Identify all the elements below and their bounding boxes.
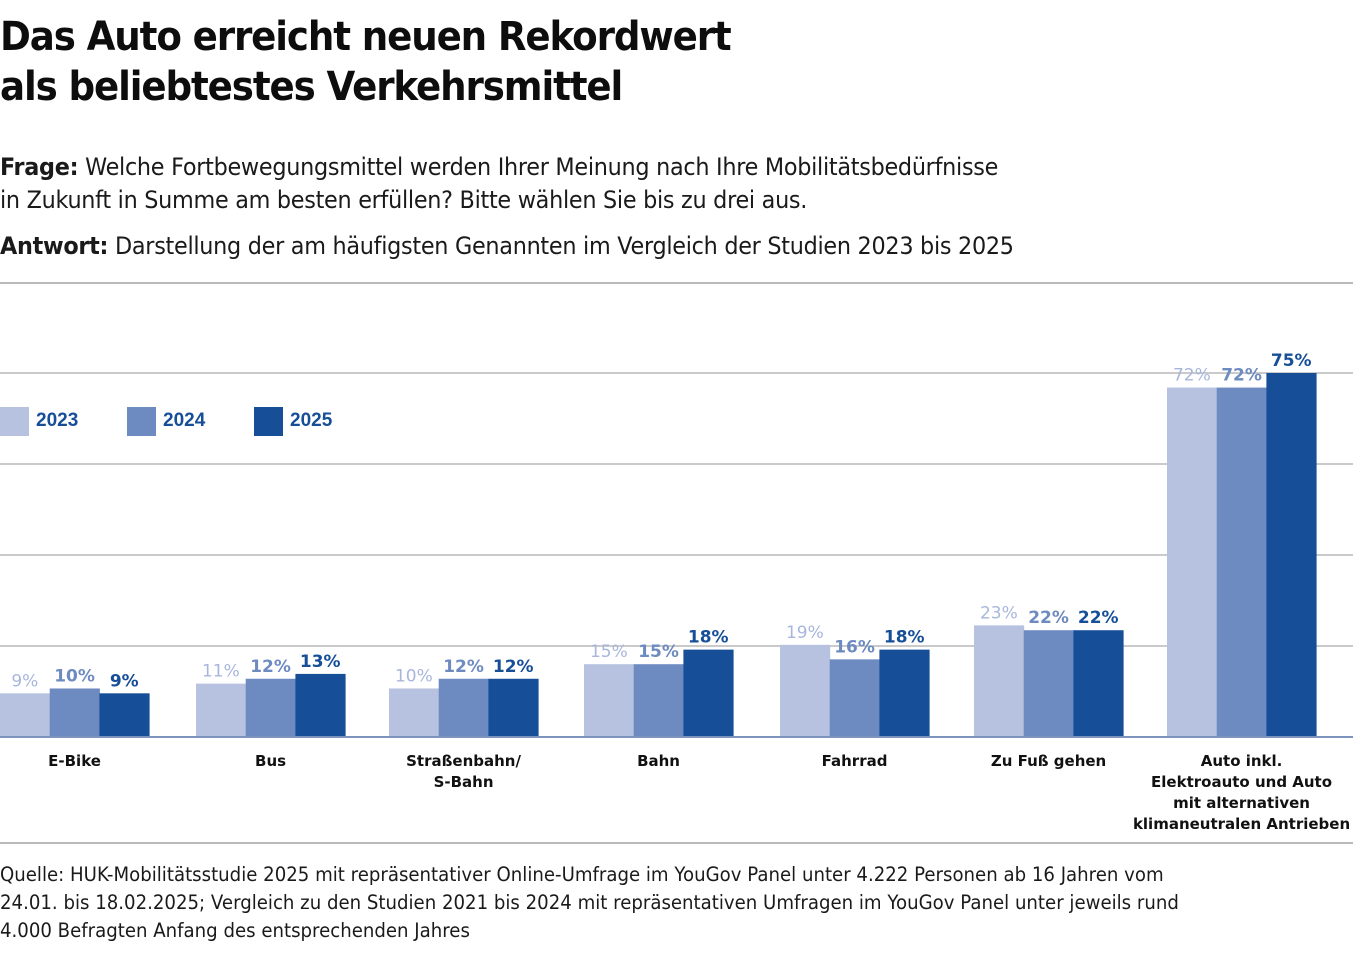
value-label: 10% — [54, 666, 95, 686]
source-line-3: 4.000 Befragten Anfang des entsprechende… — [0, 919, 470, 942]
value-label: 15% — [638, 642, 679, 662]
legend-item-2024: 2024 — [127, 406, 205, 436]
source-note: Quelle: HUK-Mobilitätsstudie 2025 mit re… — [0, 861, 1179, 945]
category-label: Zu Fuß gehen — [991, 752, 1106, 770]
answer-label: Antwort: — [0, 232, 109, 260]
value-label: 13% — [300, 652, 341, 672]
bar-2025-0 — [99, 693, 150, 737]
value-label: 72% — [1221, 366, 1262, 386]
category-label: Bus — [255, 752, 286, 770]
answer-line-text: Darstellung der am häufigsten Genannten … — [108, 232, 1014, 260]
bar-2025-6 — [1266, 373, 1317, 737]
top-divider — [0, 282, 1353, 284]
value-label: 22% — [1028, 608, 1069, 628]
legend-label-2024: 2024 — [163, 410, 206, 431]
bar-2023-1 — [196, 683, 247, 737]
chart-title-line-2: als beliebtestes Verkehrsmittel — [0, 64, 623, 110]
value-label: 19% — [786, 623, 824, 643]
bottom-divider — [0, 842, 1353, 844]
category-label: klimaneutralen Antrieben — [1133, 815, 1350, 833]
value-label: 10% — [395, 666, 433, 686]
value-label: 16% — [834, 637, 875, 657]
bar-2023-6 — [1167, 387, 1218, 737]
bar-2025-1 — [295, 673, 346, 737]
bar-2024-6 — [1216, 387, 1267, 737]
value-label: 75% — [1271, 351, 1312, 371]
value-label: 12% — [443, 657, 484, 677]
value-label: 12% — [250, 657, 291, 677]
bar-2024-0 — [49, 688, 100, 737]
value-label: 15% — [590, 642, 628, 662]
bar-2024-2 — [438, 678, 489, 737]
bar-2023-0 — [0, 693, 51, 737]
category-label: Straßenbahn/ — [406, 752, 521, 770]
value-label: 9% — [11, 671, 38, 691]
value-label: 18% — [884, 628, 925, 648]
value-label: 12% — [493, 657, 534, 677]
question-line-1: Frage: Welche Fortbewegungsmittel werden… — [0, 151, 998, 184]
bar-2024-1 — [245, 678, 296, 737]
legend-swatch-2025 — [254, 406, 283, 436]
category-label: S-Bahn — [434, 773, 494, 791]
bar-2025-5 — [1073, 630, 1124, 737]
value-label: 22% — [1078, 608, 1119, 628]
legend-swatch-2024 — [127, 406, 156, 436]
category-label: Elektroauto und Auto — [1151, 773, 1332, 791]
value-label: 11% — [202, 662, 240, 682]
value-label: 18% — [688, 628, 729, 648]
question-line-1-text: Welche Fortbewegungsmittel werden Ihrer … — [78, 153, 999, 181]
value-label: 23% — [980, 603, 1018, 623]
question-label: Frage: — [0, 153, 79, 181]
legend-item-2023: 2023 — [0, 406, 78, 436]
bar-2023-3 — [584, 664, 635, 737]
value-label: 72% — [1173, 366, 1211, 386]
legend-label-2025: 2025 — [290, 410, 333, 431]
legend-swatch-2023 — [0, 406, 29, 436]
legend-item-2025: 2025 — [254, 406, 332, 436]
category-label: Bahn — [637, 752, 680, 770]
bar-2023-2 — [389, 688, 440, 737]
chart-title: Das Auto erreicht neuen Rekordwert als b… — [0, 12, 732, 112]
answer-text: Antwort: Darstellung der am häufigsten G… — [0, 230, 1014, 263]
category-label: Fahrrad — [822, 752, 888, 770]
bar-2023-5 — [974, 625, 1025, 737]
chart-title-line-1: Das Auto erreicht neuen Rekordwert — [0, 14, 732, 60]
bar-2023-4 — [780, 644, 831, 737]
category-label: mit alternativen — [1173, 794, 1310, 812]
source-line-2: 24.01. bis 18.02.2025; Vergleich zu den … — [0, 891, 1179, 914]
bar-2024-4 — [829, 659, 880, 737]
bar-2024-5 — [1023, 630, 1074, 737]
bar-2024-3 — [633, 664, 684, 737]
category-label: Auto inkl. — [1201, 752, 1283, 770]
question-text: Frage: Welche Fortbewegungsmittel werden… — [0, 151, 998, 217]
category-label: E-Bike — [48, 752, 101, 770]
bar-2025-3 — [683, 649, 734, 737]
bar-2025-4 — [879, 649, 930, 737]
value-label: 9% — [110, 671, 139, 691]
question-line-2: in Zukunft in Summe am besten erfüllen? … — [0, 186, 808, 214]
legend-label-2023: 2023 — [36, 410, 79, 431]
bar-chart: 9% 11% 10% 15% 19% 23% 72% 10% 12% 12% 15% 16% 22% 72… — [0, 351, 1353, 833]
bar-2025-2 — [488, 678, 539, 737]
source-line-1: Quelle: HUK-Mobilitätsstudie 2025 mit re… — [0, 863, 1164, 886]
